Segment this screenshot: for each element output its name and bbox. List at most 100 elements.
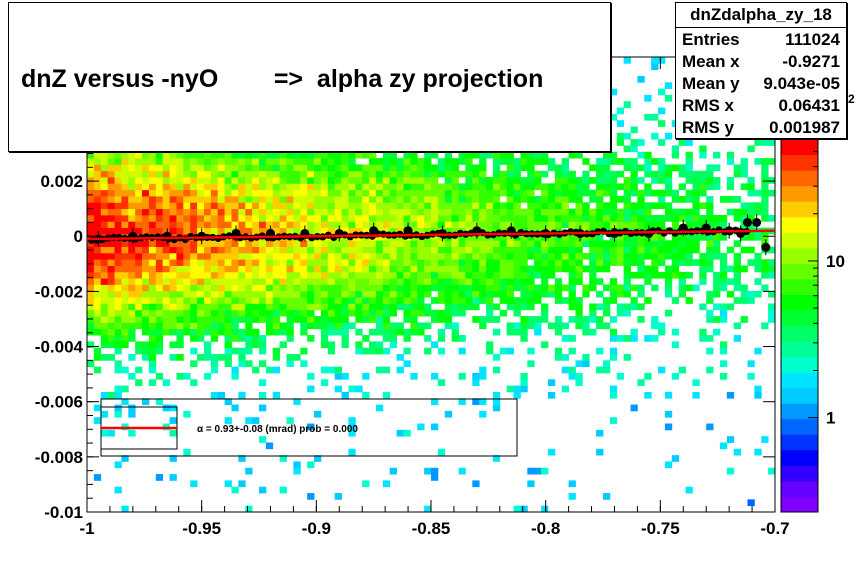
heatmap-cell <box>245 252 253 260</box>
heatmap-cell <box>582 252 590 260</box>
heatmap-cell <box>568 290 576 298</box>
heatmap-cell <box>334 303 342 311</box>
heatmap-cell <box>190 360 198 368</box>
heatmap-cell <box>747 233 755 241</box>
heatmap-cell <box>286 164 294 172</box>
heatmap-cell <box>616 132 625 140</box>
heatmap-cell <box>107 354 115 361</box>
heatmap-cell <box>575 208 583 216</box>
heatmap-cell <box>148 252 157 260</box>
heatmap-cell <box>472 265 480 273</box>
heatmap-cell <box>272 252 281 260</box>
heatmap-cell <box>114 214 122 222</box>
heatmap-cell <box>444 271 453 279</box>
heatmap-cell <box>210 284 219 292</box>
heatmap-cell <box>678 240 686 247</box>
heatmap-cell <box>369 196 377 203</box>
heatmap-cell <box>589 259 597 266</box>
heatmap-cell <box>733 335 741 342</box>
heatmap-cell <box>279 151 287 159</box>
heatmap-cell <box>307 423 315 431</box>
heatmap-cell <box>142 164 150 172</box>
heatmap-cell <box>375 278 384 285</box>
heatmap-cell <box>210 151 219 159</box>
heatmap-cell <box>486 221 494 229</box>
heatmap-cell <box>382 271 391 279</box>
heatmap-cell <box>252 278 260 285</box>
heatmap-cell <box>162 278 170 285</box>
heatmap-cell <box>713 177 721 184</box>
heatmap-cell <box>678 252 686 260</box>
heatmap-cell <box>327 170 336 178</box>
heatmap-cell <box>348 265 356 273</box>
heatmap-cell <box>169 278 177 285</box>
heatmap-cell <box>417 290 425 298</box>
heatmap-cell <box>575 265 583 273</box>
heatmap-cell <box>644 335 652 342</box>
heatmap-cell <box>403 335 411 342</box>
heatmap-cell <box>554 164 563 172</box>
heatmap-cell <box>431 183 439 191</box>
heatmap-cell <box>444 290 453 298</box>
heatmap-cell <box>203 170 212 178</box>
heatmap-cell <box>224 177 232 184</box>
heatmap-cell <box>320 278 329 285</box>
heatmap-cell <box>169 246 177 254</box>
heatmap-cell <box>87 208 95 216</box>
heatmap-cell <box>307 208 315 216</box>
heatmap-cell <box>348 214 356 222</box>
heatmap-cell <box>210 322 219 330</box>
heatmap-cell <box>410 164 418 172</box>
heatmap-cell <box>375 328 384 336</box>
heatmap-cell <box>265 221 274 229</box>
heatmap-cell <box>444 265 453 273</box>
heatmap-cell <box>348 322 356 330</box>
heatmap-cell <box>671 208 680 216</box>
heatmap-cell <box>293 252 301 260</box>
heatmap-cell <box>520 328 528 336</box>
heatmap-cell <box>575 309 583 317</box>
heatmap-cell <box>197 183 205 191</box>
heatmap-cell <box>128 290 136 298</box>
heatmap-cell <box>107 246 115 254</box>
heatmap-cell <box>93 202 102 210</box>
heatmap-cell <box>568 252 576 260</box>
heatmap-cell <box>596 290 604 298</box>
heatmap-cell <box>382 391 391 399</box>
heatmap-cell <box>252 335 260 342</box>
heatmap-cell <box>327 265 336 273</box>
heatmap-cell <box>265 366 274 374</box>
heatmap-cell <box>472 252 480 260</box>
heatmap-cell <box>259 379 267 387</box>
heatmap-cell <box>541 316 549 323</box>
heatmap-cell <box>169 170 177 178</box>
heatmap-cell <box>217 164 225 172</box>
heatmap-cell <box>300 309 308 317</box>
heatmap-cell <box>424 335 432 342</box>
heatmap-cell <box>410 309 418 317</box>
heatmap-cell <box>492 366 501 374</box>
heatmap-cell <box>396 196 404 203</box>
heatmap-cell <box>706 183 714 191</box>
heatmap-cell <box>279 202 287 210</box>
heatmap-cell <box>671 271 680 279</box>
heatmap-cell <box>554 252 563 260</box>
heatmap-cell <box>458 252 466 260</box>
heatmap-cell <box>210 214 219 222</box>
heatmap-cell <box>320 164 329 172</box>
heatmap-cell <box>671 341 680 349</box>
heatmap-cell <box>410 227 418 235</box>
heatmap-cell <box>259 391 267 399</box>
heatmap-cell <box>713 328 721 336</box>
heatmap-cell <box>403 303 411 311</box>
heatmap-cell <box>444 252 453 260</box>
heatmap-cell <box>155 252 164 260</box>
heatmap-cell <box>114 183 122 191</box>
heatmap-cell <box>259 196 267 203</box>
heatmap-cell <box>121 170 129 178</box>
heatmap-cell <box>719 233 728 241</box>
heatmap-cell <box>389 227 397 235</box>
heatmap-cell <box>128 284 136 292</box>
heatmap-cell <box>499 183 508 191</box>
heatmap-cell <box>437 208 446 216</box>
